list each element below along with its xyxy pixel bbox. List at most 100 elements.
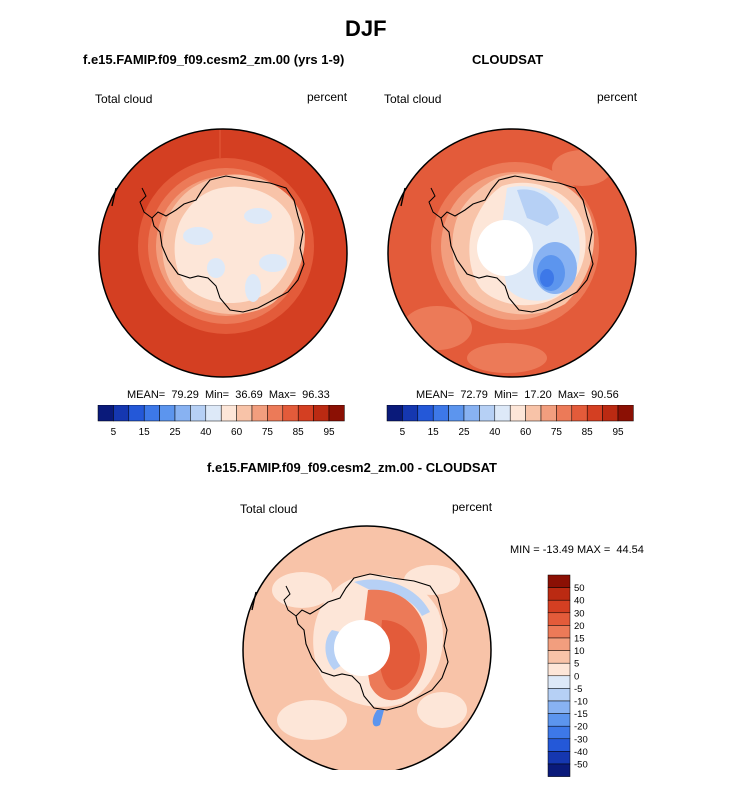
panel1-colorbar-swatch <box>328 405 345 422</box>
panel2-units-label: percent <box>597 90 638 104</box>
panel3-colorbar-tick-label: 10 <box>574 646 585 657</box>
figure-title: DJF <box>345 16 387 41</box>
panel1-colorbar-tick-label: 5 <box>111 427 117 438</box>
panel2-low-cloud-region <box>540 269 554 287</box>
panel3-colorbar-swatch <box>547 574 571 588</box>
panel3-colorbar-tick-label: 5 <box>574 659 579 670</box>
panel1-colorbar-tick-label: 15 <box>139 427 151 438</box>
panel2-colorbar-tick-label: 25 <box>458 427 470 438</box>
panel2-colorbar-swatch <box>617 405 634 422</box>
panel3-variable-label: Total cloud <box>240 502 298 516</box>
panel2-colorbar-swatch <box>586 405 603 422</box>
panel2-colorbar-swatch <box>602 405 619 422</box>
panel2-colorbar-swatch <box>571 405 588 422</box>
panel3-units-label: percent <box>452 500 493 514</box>
panel2-colorbar-tick-label: 15 <box>428 427 440 438</box>
panel3-stats: MIN = -13.49 MAX = 44.54 <box>510 544 644 556</box>
panel3-missing-data-hole <box>334 620 390 676</box>
panel3-colorbar-tick-label: 15 <box>574 634 585 645</box>
panel1-colorbar-tick-label: 40 <box>200 427 212 438</box>
panel2-peninsula-coastline <box>428 187 442 219</box>
panel3-peninsula-coastline <box>283 585 297 617</box>
panel2-low-cloud-region <box>517 189 559 226</box>
panel3-colorbar-tick-label: 50 <box>574 583 585 594</box>
panel2-map <box>387 128 637 378</box>
panel2-colorbar-swatch <box>556 405 573 422</box>
panel1-colorbar-swatch <box>190 405 207 422</box>
panel3-contour-band <box>417 692 467 728</box>
panel3-colorbar-tick-label: 0 <box>574 671 579 682</box>
panel1-stats: MEAN= 79.29 Min= 36.69 Max= 96.33 <box>127 389 330 401</box>
panel2-colorbar-swatch <box>525 405 542 422</box>
panel1-map <box>98 128 348 378</box>
panel3-colorbar-swatch <box>547 738 571 752</box>
panel2-colorbar-tick-label: 75 <box>551 427 563 438</box>
panel3-colorbar-tick-label: -50 <box>574 760 588 771</box>
panel3-antarctica-coastline <box>295 573 449 711</box>
panel2-antarctica-coastline <box>440 175 594 313</box>
panel1-colorbar-tick-label: 95 <box>323 427 335 438</box>
panel1-colorbar-swatch <box>174 405 191 422</box>
panel1-low-cloud-patch <box>245 274 261 302</box>
panel1-colorbar-swatch <box>251 405 268 422</box>
panel1-variable-label: Total cloud <box>95 92 153 106</box>
panel2-colorbar-swatch <box>386 405 403 422</box>
panel1-title: f.e15.FAMIP.f09_f09.cesm2_zm.00 (yrs 1-9… <box>83 52 345 67</box>
panel3-colorbar-tick-label: 40 <box>574 596 585 607</box>
panel3-colorbar-swatch <box>547 599 571 614</box>
panel2-colorbar-swatch <box>479 405 496 422</box>
panel2-colorbar-swatch <box>432 405 449 422</box>
panel2-colorbar-tick-label: 5 <box>400 427 406 438</box>
panel1-colorbar-swatch <box>282 405 299 422</box>
panel3-colorbar-swatch <box>547 650 571 664</box>
panel3-colorbar-swatch <box>547 675 571 689</box>
panel3-contour-band <box>277 700 347 740</box>
panel3-title: f.e15.FAMIP.f09_f09.cesm2_zm.00 - CLOUDS… <box>207 460 497 475</box>
panel2-colorbar-swatch <box>494 405 511 422</box>
panel1-colorbar-swatch <box>97 405 114 422</box>
panel2-missing-data-hole <box>477 220 533 276</box>
panel3-colorbar-tick-label: -40 <box>574 747 588 758</box>
panel1-colorbar-swatch <box>113 405 130 422</box>
panel3-colorbar-swatch <box>547 713 571 727</box>
panel2-colorbar-tick-label: 95 <box>612 427 624 438</box>
panel1-colorbar-swatch <box>220 405 237 422</box>
panel1-colorbar-swatch <box>143 405 160 422</box>
panel1-colorbar-tick-label: 75 <box>262 427 274 438</box>
panel3-colorbar-swatch <box>547 587 571 601</box>
panel1-antarctica-coastline <box>151 175 305 313</box>
panel2-colorbar-tick-label: 85 <box>582 427 594 438</box>
panel1-low-cloud-patch <box>259 254 287 272</box>
panel3-colorbar-tick-label: -10 <box>574 697 588 708</box>
panel1-map-border <box>98 128 348 378</box>
panel1-colorbar-swatch <box>236 405 253 422</box>
panel3-colorbar-swatch <box>547 662 571 677</box>
panel1-low-cloud-patch <box>183 227 213 245</box>
panel1-colorbar-tick-label: 25 <box>169 427 181 438</box>
panel1-low-cloud-patch <box>244 208 272 224</box>
panel2-variable-label: Total cloud <box>384 92 442 106</box>
panel3-colorbar-swatch <box>547 625 571 639</box>
panel3-colorbar-tick-label: -20 <box>574 722 588 733</box>
panel3-colorbar-swatch <box>547 725 571 740</box>
panel1-peninsula-coastline <box>139 187 153 219</box>
panel2-contour-band <box>467 343 547 373</box>
panel1-colorbar-swatch <box>267 405 284 422</box>
panel2-colorbar-tick-label: 40 <box>489 427 501 438</box>
panel3-colorbar-swatch <box>547 688 571 702</box>
panel3-colorbar-swatch <box>547 751 571 765</box>
panel2-map-border <box>387 128 637 378</box>
panel1-low-cloud-patch <box>207 258 225 278</box>
panel2-colorbar-swatch <box>402 405 419 422</box>
panel1-colorbar: 5 15 25 40 60 75 85 95 <box>97 405 345 438</box>
panel3-colorbar-swatch <box>547 637 571 651</box>
panel2-colorbar-swatch <box>417 405 434 422</box>
panel3-contour-band <box>272 572 332 608</box>
panel2-colorbar-swatch <box>540 405 557 422</box>
panel3-colorbar-swatch <box>547 612 571 626</box>
panel2-colorbar: 5 15 25 40 60 75 85 95 <box>386 405 634 438</box>
panel1-colorbar-swatch <box>128 405 145 422</box>
panel2-colorbar-swatch <box>509 405 526 422</box>
panel3-positive-region <box>379 620 420 690</box>
